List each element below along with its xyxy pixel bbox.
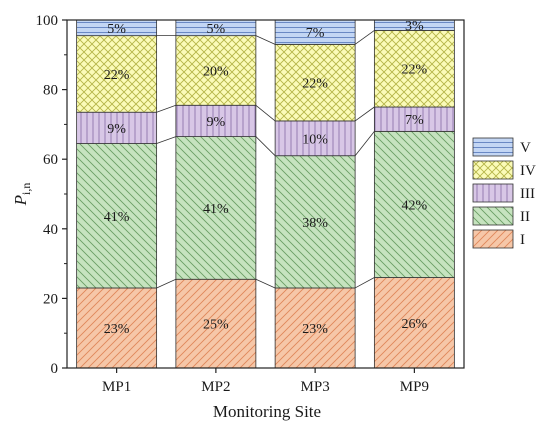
bar-label-mp9-iv: 22% (402, 63, 428, 78)
connector-line (354, 106, 375, 122)
y-axis-label-main: P (11, 195, 30, 206)
bar-label-mp2-iii: 9% (207, 115, 226, 130)
bar-segment-mp3-ii (274, 155, 356, 289)
bar-label-mp1-i: 23% (104, 322, 130, 337)
bar-label-mp1-iii: 9% (107, 122, 126, 137)
axes-layer: 0 20 40 60 80 100 MP1 MP2 MP3 MP9 (36, 13, 465, 395)
bar-segment-mp2-iii (175, 104, 257, 137)
bar-segment-mp1-i (76, 287, 158, 369)
bar-segment-mp2-ii (175, 136, 257, 280)
bar-segment-mp3-iv (274, 43, 356, 122)
y-axis-label: Pi,n (11, 183, 33, 207)
bar-label-mp2-i: 25% (203, 318, 229, 333)
bar-label-mp1-ii: 41% (104, 210, 130, 225)
legend-swatch-iv (472, 160, 514, 180)
legend-label-iv: IV (520, 163, 536, 179)
connector-line (255, 278, 276, 289)
y-tick-label: 0 (51, 361, 59, 377)
y-axis-label-sub: i,n (19, 183, 33, 195)
bar-label-mp3-ii: 38% (302, 216, 328, 231)
legend-swatch-iii (472, 183, 514, 203)
bar-segment-mp9-iii (373, 106, 455, 132)
bar-segment-mp1-iii (76, 111, 158, 144)
connector-line (354, 131, 375, 156)
bar-labels-layer: 23% 41% 9% 22% 5% 25% 41% 9% 20% 5% 23% 38% 10% 22% 7%… (104, 19, 428, 337)
bar-label-mp9-v: 3% (405, 19, 424, 34)
connector-line (255, 35, 276, 45)
bar-segment-mp9-i (373, 277, 455, 369)
connector-line (156, 136, 177, 144)
y-tick-label: 40 (43, 222, 58, 238)
connector-line (156, 104, 177, 113)
x-tick-label-mp9: MP9 (400, 379, 429, 395)
bar-label-mp9-iii: 7% (405, 113, 424, 128)
y-tick-label: 60 (43, 152, 58, 168)
connector-line (255, 136, 276, 157)
bars-layer (76, 19, 455, 369)
bar-label-mp2-iv: 20% (203, 64, 229, 79)
bar-label-mp1-v: 5% (107, 22, 126, 37)
bar-label-mp2-ii: 41% (203, 202, 229, 217)
x-tick-label-mp2: MP2 (201, 379, 230, 395)
legend-label-i: I (520, 232, 525, 248)
bar-label-mp3-i: 23% (302, 322, 328, 337)
bar-segment-mp1-iv (76, 35, 158, 113)
connector-line (354, 277, 375, 289)
bar-segment-mp9-ii (373, 130, 455, 278)
x-axis-label: Monitoring Site (213, 402, 321, 421)
x-tick-label-mp1: MP1 (102, 379, 131, 395)
legend-label-iii: III (520, 186, 535, 202)
bar-segment-mp3-i (274, 287, 356, 369)
y-tick-label: 80 (43, 83, 58, 99)
bar-label-mp3-iii: 10% (302, 132, 328, 147)
y-tick-label: 100 (36, 13, 59, 29)
bar-label-mp9-i: 26% (402, 317, 428, 332)
legend-label-v: V (520, 140, 531, 156)
bar-segment-mp9-iv (373, 30, 455, 108)
connector-line (156, 278, 177, 289)
y-tick-label: 20 (43, 291, 58, 307)
bar-label-mp1-iv: 22% (104, 68, 130, 83)
legend-swatch-v (472, 137, 514, 157)
bar-segment-mp2-i (175, 278, 257, 369)
bar-label-mp3-v: 7% (306, 26, 325, 41)
bar-label-mp9-ii: 42% (402, 198, 428, 213)
legend-label-ii: II (520, 209, 530, 225)
bar-label-mp2-v: 5% (207, 22, 226, 37)
connector-lines-layer (156, 30, 375, 289)
bar-segment-mp2-iv (175, 35, 257, 106)
legend-swatch-ii (472, 206, 514, 226)
connector-line (354, 30, 375, 45)
legend-swatch-i (472, 229, 514, 249)
bar-label-mp3-iv: 22% (302, 77, 328, 92)
x-tick-label-mp3: MP3 (301, 379, 330, 395)
connector-line (255, 104, 276, 122)
